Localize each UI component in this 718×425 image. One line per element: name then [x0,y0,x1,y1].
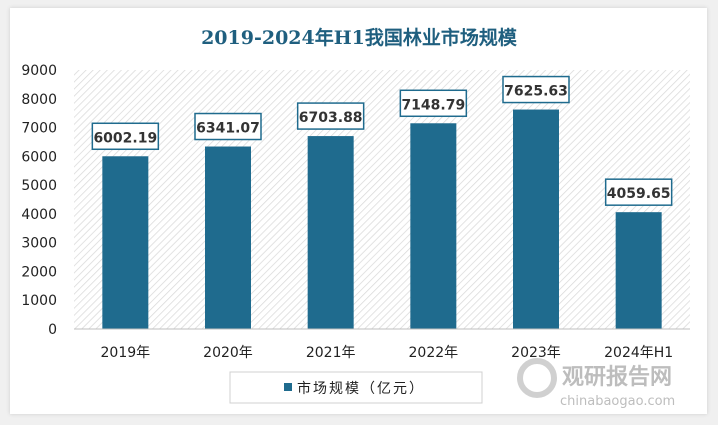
y-tick-label: 5000 [21,178,57,194]
chart-title: 2019-2024年H1我国林业市场规模 [201,26,518,49]
data-label: 4059.65 [607,186,671,202]
bar [410,123,457,329]
y-tick-label: 2000 [21,264,57,280]
y-tick-label: 0 [48,322,57,338]
data-label-box [194,112,262,141]
y-tick-label: 7000 [21,121,57,137]
data-label-box [604,178,673,206]
y-tick-label: 8000 [21,92,57,108]
legend: 市场规模（亿元） [229,371,483,404]
y-tick-label: 1000 [21,293,57,309]
y-tick-label: 3000 [21,236,57,252]
watermark-cn: 观研报告网 [562,365,672,390]
bar [307,136,354,329]
y-tick-label: 6000 [21,149,57,165]
watermark: 观研报告网 chinabaogao.com [517,358,675,409]
data-label-box [91,122,160,151]
x-tick-label: 2023年 [511,345,561,361]
bar [513,109,559,329]
data-label: 6703.88 [299,110,363,126]
data-label-box [296,102,365,130]
y-tick-label: 4000 [21,207,57,223]
x-tick-label: 2019年 [101,345,151,361]
legend-label: 市场规模（亿元） [297,380,425,397]
x-tick-label: 2021年 [306,345,356,361]
bar [615,212,662,329]
legend-swatch [284,383,292,391]
data-label: 7148.79 [401,97,465,113]
watermark-en: chinabaogao.com [560,394,675,409]
x-tick-label: 2020年 [203,345,253,361]
bar [102,156,149,329]
data-label: 7625.63 [504,84,568,100]
data-label: 6341.07 [196,121,260,137]
y-tick-label: 9000 [21,63,57,79]
plot-area [74,70,690,329]
data-label-box [399,89,468,118]
data-label: 6002.19 [93,130,157,146]
x-tick-label: 2024年H1 [604,345,673,361]
bar [205,146,251,329]
data-label-box [502,75,570,104]
x-tick-label: 2022年 [409,345,459,361]
